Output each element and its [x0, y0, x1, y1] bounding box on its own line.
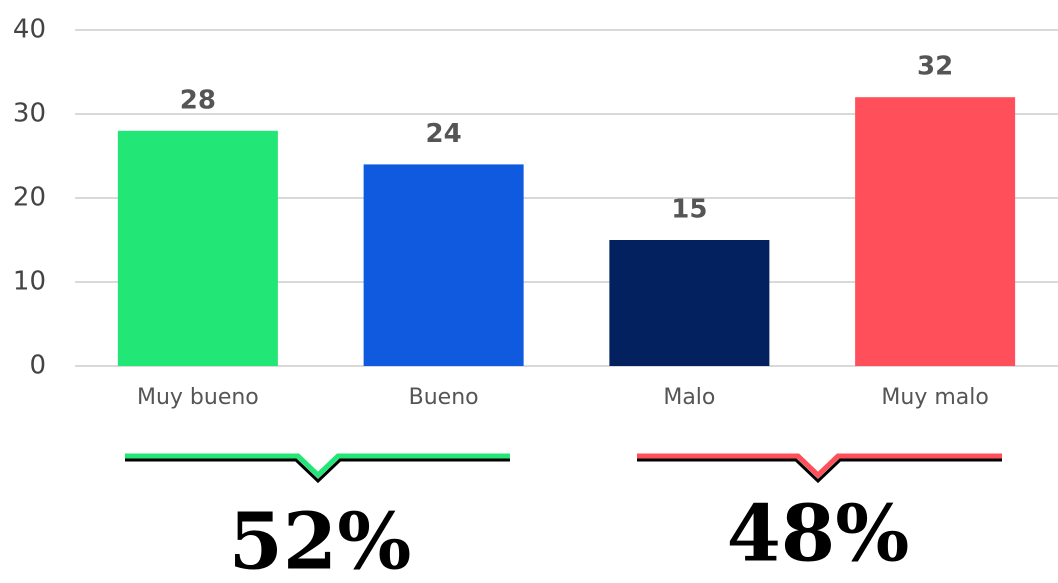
data-label: 28: [180, 85, 216, 115]
bar: [855, 97, 1016, 366]
bracket: [125, 453, 510, 479]
summary-value: 48%: [727, 489, 910, 580]
bar: [363, 164, 524, 366]
bracket-shadow: [637, 458, 1002, 484]
y-tick-label: 10: [13, 267, 46, 297]
x-tick-label: Muy bueno: [137, 385, 259, 410]
data-label: 32: [917, 52, 953, 82]
y-tick-label: 40: [13, 15, 46, 45]
data-label: 24: [426, 119, 462, 149]
summary-value: 52%: [229, 497, 412, 583]
x-tick-label: Malo: [663, 385, 715, 410]
bar: [117, 130, 278, 366]
y-tick-label: 30: [13, 99, 46, 129]
bracket-shadow: [125, 458, 510, 484]
y-tick-label: 20: [13, 183, 46, 213]
data-label: 15: [671, 195, 707, 225]
bar: [609, 240, 770, 366]
x-tick-label: Bueno: [409, 385, 479, 410]
x-tick-label: Muy malo: [881, 385, 988, 410]
bracket: [637, 453, 1002, 479]
y-tick-label: 0: [29, 351, 46, 381]
